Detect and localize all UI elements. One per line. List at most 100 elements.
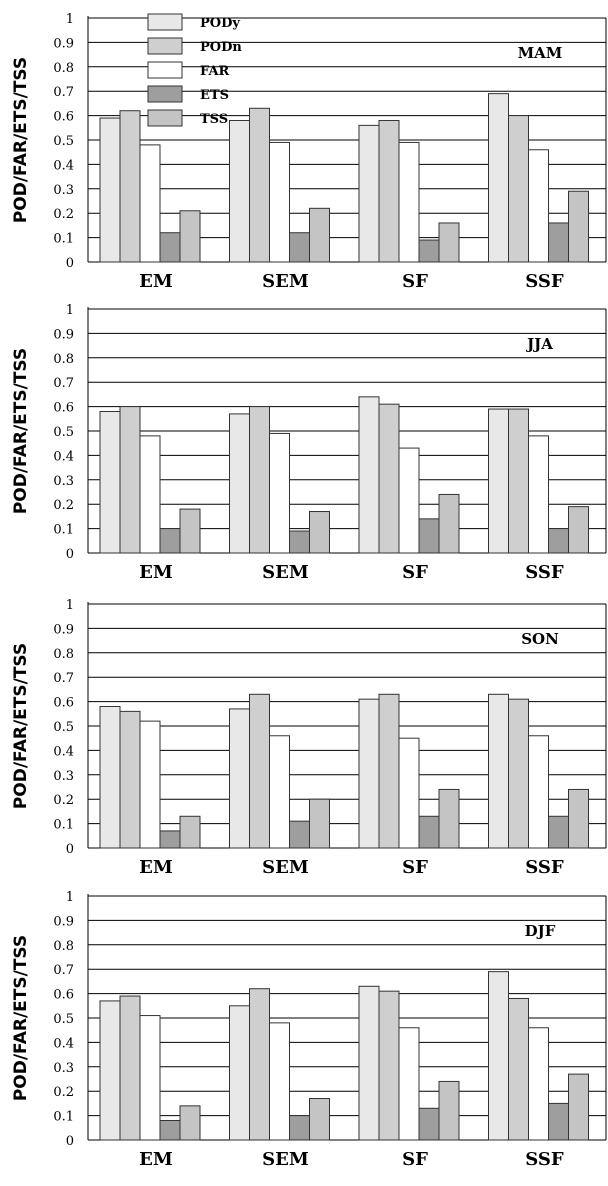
bar-ets	[548, 222, 569, 263]
y-tick-label: 0.1	[53, 818, 74, 833]
legend-swatch	[147, 85, 183, 103]
bar-tss	[309, 511, 330, 554]
y-axis-label: POD/FAR/ETS/TSS	[11, 348, 31, 514]
bar-podn	[508, 115, 529, 263]
bar-pody	[358, 698, 380, 849]
bar-far	[398, 141, 420, 263]
bar-tss	[179, 210, 201, 263]
bar-pody	[488, 693, 509, 849]
category-label: SSF	[525, 857, 564, 878]
y-tick-label: 0.9	[53, 622, 74, 637]
bar-ets	[289, 530, 310, 554]
y-axis-label: POD/FAR/ETS/TSS	[11, 935, 31, 1101]
y-tick-label: 0.1	[53, 523, 74, 538]
category-label: SF	[402, 857, 428, 878]
bar-podn	[249, 107, 270, 263]
bar-tss	[179, 815, 201, 849]
bar-pody	[229, 119, 250, 263]
bar-tss	[568, 788, 589, 849]
y-tick-label: 0.2	[53, 498, 74, 513]
bar-far	[269, 1022, 290, 1141]
bar-pody	[488, 408, 509, 554]
bar-far	[269, 735, 290, 849]
y-tick-label: 1	[66, 303, 74, 318]
bar-podn	[249, 693, 270, 849]
legend-label: PODy	[200, 16, 240, 31]
bar-podn	[119, 110, 141, 263]
y-tick-label: 0	[66, 842, 74, 857]
y-tick-label: 0.2	[53, 1085, 74, 1100]
bar-far	[528, 435, 549, 554]
y-tick-label: 1	[66, 890, 74, 905]
category-label: SSF	[525, 1149, 564, 1170]
y-tick-label: 0.7	[53, 963, 74, 978]
bar-podn	[119, 995, 141, 1141]
season-title: SON	[521, 630, 559, 648]
legend-label: FAR	[200, 64, 230, 79]
category-label: SEM	[262, 562, 309, 583]
bar-far	[139, 1015, 161, 1141]
bar-ets	[159, 528, 181, 554]
bar-far	[398, 1027, 420, 1141]
bar-podn	[378, 990, 400, 1141]
y-tick-label: 0.1	[53, 1110, 74, 1125]
y-tick-label: 0.4	[53, 1036, 74, 1051]
bar-pody	[358, 985, 380, 1141]
bar-podn	[119, 406, 141, 554]
bar-tss	[309, 798, 330, 849]
y-tick-label: 0	[66, 256, 74, 271]
y-axis-label: POD/FAR/ETS/TSS	[11, 643, 31, 809]
bar-podn	[249, 988, 270, 1141]
y-tick-label: 0.8	[53, 647, 74, 662]
bar-podn	[378, 403, 400, 554]
bar-far	[528, 735, 549, 849]
bar-ets	[548, 815, 569, 849]
bar-tss	[438, 788, 460, 849]
category-label: SF	[402, 1149, 428, 1170]
y-tick-label: 0.8	[53, 61, 74, 76]
y-tick-label: 0.3	[53, 769, 74, 784]
chart-panel-son: 0 0.1 0.2 0.3 0.4 0.5 0.6 0.7 0.8 0.9 1 POD/FAR/ETS…	[0, 586, 608, 884]
bar-podn	[508, 698, 529, 849]
y-tick-label: 1	[66, 598, 74, 613]
bar-pody	[229, 708, 250, 849]
bar-podn	[119, 710, 141, 849]
bar-pody	[99, 410, 121, 554]
y-tick-label: 0.6	[53, 110, 74, 125]
bar-podn	[508, 408, 529, 554]
bar-tss	[309, 207, 330, 263]
bar-tss	[179, 1105, 201, 1141]
y-tick-label: 0.6	[53, 988, 74, 1003]
y-tick-label: 0.6	[53, 401, 74, 416]
y-tick-label: 0.3	[53, 183, 74, 198]
legend-label: ETS	[200, 88, 229, 103]
y-tick-label: 0.3	[53, 474, 74, 489]
bar-tss	[568, 506, 589, 554]
category-label: SEM	[262, 1149, 309, 1170]
y-tick-label: 0.3	[53, 1061, 74, 1076]
y-tick-label: 0.5	[53, 720, 74, 735]
y-tick-label: 0.5	[53, 1012, 74, 1027]
category-label: EM	[139, 562, 173, 583]
bar-ets	[418, 518, 440, 554]
bar-tss	[568, 1073, 589, 1141]
category-label: SEM	[262, 857, 309, 878]
bar-ets	[418, 1107, 440, 1141]
bar-far	[398, 447, 420, 554]
bar-tss	[438, 222, 460, 263]
legend-swatch	[147, 61, 183, 79]
category-label: SSF	[525, 271, 564, 292]
bar-pody	[358, 396, 380, 554]
y-tick-label: 0.6	[53, 696, 74, 711]
bar-tss	[568, 190, 589, 263]
chart-svg: 0 0.1 0.2 0.3 0.4 0.5 0.6 0.7 0.8 0.9 1 POD/FAR/ETS…	[11, 598, 607, 878]
y-tick-label: 0.2	[53, 793, 74, 808]
bar-ets	[289, 232, 310, 263]
y-axis-label: POD/FAR/ETS/TSS	[11, 57, 31, 223]
category-label: SEM	[262, 271, 309, 292]
legend-swatch	[147, 109, 183, 127]
y-tick-label: 0.9	[53, 914, 74, 929]
y-tick-label: 0	[66, 547, 74, 562]
bar-far	[139, 435, 161, 554]
